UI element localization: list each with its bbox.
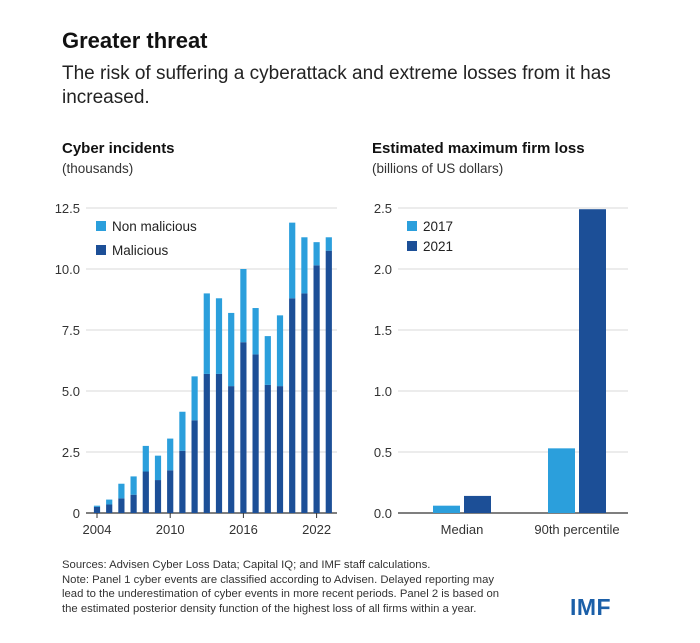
bar-non-malicious <box>130 476 137 495</box>
bar-malicious <box>313 265 320 513</box>
bar-malicious <box>93 506 101 513</box>
bar-malicious <box>167 470 174 513</box>
bar-non-malicious <box>325 237 332 251</box>
legend-label: Non malicious <box>112 219 197 234</box>
y-tick-label: 2.5 <box>62 445 80 460</box>
bar-malicious <box>276 386 284 513</box>
y-tick-label: 7.5 <box>62 323 80 338</box>
panel-2-title: Estimated maximum firm loss <box>372 140 585 157</box>
bar-2021 <box>579 209 606 513</box>
y-tick-label: 0.0 <box>374 506 392 521</box>
x-category-label: Median <box>441 522 484 537</box>
x-category-label: 90th percentile <box>534 522 619 537</box>
x-tick-label: 2016 <box>229 522 258 537</box>
bar-malicious <box>228 386 235 513</box>
x-tick-label: 2004 <box>83 522 112 537</box>
bar-non-malicious <box>203 293 210 374</box>
footer-note-line: the estimated posterior density function… <box>62 602 477 615</box>
legend-swatch <box>96 221 106 231</box>
bar-non-malicious <box>228 312 235 387</box>
y-tick-label: 5.0 <box>62 384 80 399</box>
y-tick-label: 2.0 <box>374 262 392 277</box>
bar-non-malicious <box>142 445 149 472</box>
bar-2017 <box>548 448 575 513</box>
legend-swatch <box>96 245 106 255</box>
page-title: Greater threat <box>62 28 208 53</box>
bar-malicious <box>142 471 149 513</box>
bar-malicious <box>325 250 332 513</box>
y-tick-label: 10.0 <box>55 262 80 277</box>
bar-malicious <box>301 293 308 513</box>
page-subtitle: The risk of suffering a cyberattack and … <box>62 63 611 108</box>
legend-label: Malicious <box>112 243 169 258</box>
bar-non-malicious <box>93 505 101 507</box>
legend-label: 2021 <box>423 239 453 254</box>
bar-non-malicious <box>179 411 186 451</box>
y-tick-label: 1.0 <box>374 384 392 399</box>
bar-malicious <box>130 494 137 513</box>
bar-non-malicious <box>154 455 162 481</box>
bar-malicious <box>264 384 271 513</box>
bar-non-malicious <box>313 242 320 266</box>
imf-logo: IMF <box>570 594 612 620</box>
legend-label: 2017 <box>423 219 453 234</box>
bar-malicious <box>179 450 186 513</box>
legend-swatch <box>407 221 417 231</box>
bar-malicious <box>252 354 259 513</box>
panel-2-subtitle: (billions of US dollars) <box>372 161 504 176</box>
x-tick-label: 2022 <box>302 522 331 537</box>
y-tick-label: 0 <box>73 506 80 521</box>
bar-malicious <box>118 498 125 513</box>
y-tick-label: 1.5 <box>374 323 392 338</box>
bar-non-malicious <box>240 269 247 343</box>
bar-non-malicious <box>191 376 198 421</box>
bar-malicious <box>203 373 210 513</box>
bar-non-malicious <box>252 308 259 355</box>
bar-2017 <box>433 505 460 513</box>
bar-non-malicious <box>301 237 308 294</box>
bar-malicious <box>154 480 162 513</box>
legend-swatch <box>407 241 417 251</box>
footer-notes: Sources: Advisen Cyber Loss Data; Capita… <box>62 558 552 616</box>
y-tick-label: 12.5 <box>55 201 80 216</box>
bar-non-malicious <box>264 336 271 385</box>
x-tick-label: 2010 <box>156 522 185 537</box>
panel-1-title: Cyber incidents <box>62 140 175 157</box>
footer-note-line: Note: Panel 1 cyber events are classifie… <box>62 573 495 586</box>
panel-1-subtitle: (thousands) <box>62 161 134 176</box>
bar-malicious <box>215 373 223 513</box>
bar-malicious <box>289 298 296 513</box>
bar-2021 <box>464 495 491 513</box>
bar-malicious <box>240 342 247 513</box>
y-tick-label: 2.5 <box>374 201 392 216</box>
bar-non-malicious <box>289 222 296 299</box>
bar-non-malicious <box>276 315 284 387</box>
bar-non-malicious <box>167 438 174 471</box>
bar-malicious <box>106 504 113 513</box>
footer-sources: Sources: Advisen Cyber Loss Data; Capita… <box>62 559 431 571</box>
y-tick-label: 0.5 <box>374 445 392 460</box>
bar-non-malicious <box>106 499 113 505</box>
bar-malicious <box>191 420 198 513</box>
bar-non-malicious <box>118 483 125 499</box>
bar-non-malicious <box>215 298 223 374</box>
footer-note-line: lead to the underestimation of cyber eve… <box>62 588 500 600</box>
